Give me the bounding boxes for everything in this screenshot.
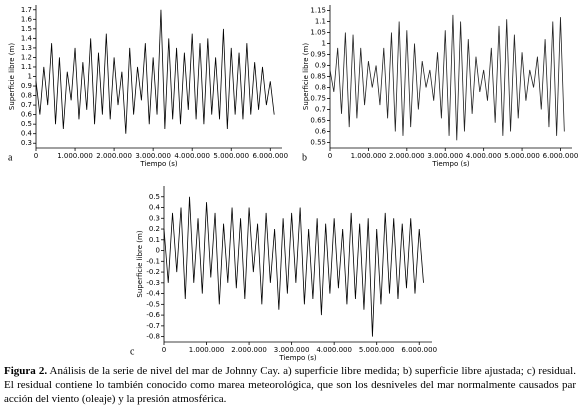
y-tick-label: 1.2 bbox=[21, 53, 32, 61]
x-axis-label: Tiempo (s) bbox=[278, 354, 316, 362]
x-tick-label: 3.000.000 bbox=[427, 152, 463, 160]
x-tick-label: 4.000.000 bbox=[174, 152, 210, 160]
panel-label: c bbox=[130, 346, 135, 357]
y-tick-label: -0.1 bbox=[146, 257, 160, 265]
y-tick-label: 1.3 bbox=[21, 44, 32, 52]
x-tick-label: 4.000.000 bbox=[316, 346, 352, 354]
y-tick-label: 0.85 bbox=[310, 73, 326, 81]
panel-label: a bbox=[8, 152, 13, 163]
y-tick-label: 0.4 bbox=[21, 130, 33, 138]
y-tick-label: 0.5 bbox=[149, 193, 160, 201]
y-tick-label: 0.8 bbox=[315, 84, 326, 92]
y-tick-label: 0.9 bbox=[21, 82, 32, 90]
caption-label: Figura 2. bbox=[4, 365, 48, 377]
y-tick-label: 0.75 bbox=[310, 95, 326, 103]
y-tick-label: 0.7 bbox=[21, 101, 32, 109]
x-tick-label: 2.000.000 bbox=[96, 152, 132, 160]
x-tick-label: 6.000.000 bbox=[543, 152, 579, 160]
x-axis-label: Tiempo (s) bbox=[139, 160, 177, 168]
y-tick-label: -0.6 bbox=[146, 311, 160, 319]
x-tick-label: 5.000.000 bbox=[504, 152, 540, 160]
y-tick-label: 0.9 bbox=[315, 62, 326, 70]
x-tick-label: 3.000.000 bbox=[274, 346, 310, 354]
y-tick-label: 0.6 bbox=[315, 128, 327, 136]
y-axis-label: Superficie libre (m) bbox=[302, 43, 310, 110]
y-tick-label: 0.3 bbox=[149, 214, 160, 222]
y-tick-label: 0.8 bbox=[21, 92, 32, 100]
x-tick-label: 1.000.000 bbox=[57, 152, 93, 160]
y-tick-label: 1.1 bbox=[315, 18, 326, 26]
x-axis-label: Tiempo (s) bbox=[431, 160, 469, 168]
y-axis-label: Superficie libre (m) bbox=[136, 230, 144, 297]
y-tick-label: 0.65 bbox=[310, 117, 326, 125]
y-tick-label: 0.55 bbox=[310, 139, 326, 147]
x-tick-label: 0 bbox=[34, 152, 38, 160]
y-tick-label: 0.2 bbox=[149, 225, 160, 233]
y-tick-label: 0.5 bbox=[21, 120, 32, 128]
y-tick-label: 1.05 bbox=[310, 29, 326, 37]
y-tick-label: 1.4 bbox=[21, 34, 33, 42]
x-tick-label: 1.000.000 bbox=[189, 346, 225, 354]
caption: Figura 2. Análisis de la serie de nivel … bbox=[4, 364, 576, 406]
x-tick-label: 2.000.000 bbox=[389, 152, 425, 160]
x-tick-label: 0 bbox=[162, 346, 166, 354]
x-tick-label: 5.000.000 bbox=[213, 152, 249, 160]
series-line bbox=[35, 9, 275, 134]
figure: 0.30.40.50.60.70.80.911.11.21.31.41.51.6… bbox=[8, 5, 579, 362]
y-tick-label: -0.8 bbox=[146, 333, 160, 341]
y-tick-label: 0.7 bbox=[315, 106, 326, 114]
x-tick-label: 6.000.000 bbox=[252, 152, 288, 160]
y-tick-label: 0.95 bbox=[310, 51, 326, 59]
y-tick-label: -0.4 bbox=[146, 290, 160, 298]
y-tick-label: 1.7 bbox=[21, 6, 32, 14]
y-tick-label: -0.7 bbox=[146, 322, 160, 330]
y-tick-label: 1 bbox=[28, 73, 32, 81]
y-tick-label: -0.5 bbox=[146, 300, 160, 308]
y-tick-label: -0.2 bbox=[146, 268, 160, 276]
y-axis-label: Superficie libre (m) bbox=[8, 43, 16, 110]
series-line bbox=[163, 196, 424, 337]
x-tick-label: 2.000.000 bbox=[231, 346, 267, 354]
x-tick-label: 4.000.000 bbox=[466, 152, 502, 160]
x-tick-label: 0 bbox=[328, 152, 332, 160]
y-tick-label: 1.1 bbox=[21, 63, 32, 71]
x-tick-label: 5.000.000 bbox=[359, 346, 395, 354]
y-tick-label: 0.1 bbox=[149, 236, 160, 244]
x-tick-label: 3.000.000 bbox=[135, 152, 171, 160]
series-line bbox=[329, 14, 565, 141]
caption-text: Análisis de la serie de nivel del mar de… bbox=[4, 365, 576, 405]
y-tick-label: 0.4 bbox=[149, 204, 161, 212]
y-tick-label: 1.5 bbox=[21, 25, 32, 33]
x-tick-label: 1.000.000 bbox=[351, 152, 387, 160]
y-tick-label: 0 bbox=[156, 247, 160, 255]
y-tick-label: 1.15 bbox=[310, 7, 326, 15]
panel-label: b bbox=[302, 152, 307, 163]
y-tick-label: 1.6 bbox=[21, 15, 33, 23]
y-tick-label: 0.6 bbox=[21, 111, 33, 119]
y-tick-label: 1 bbox=[322, 40, 326, 48]
y-tick-label: 0.3 bbox=[21, 139, 32, 147]
y-tick-label: -0.3 bbox=[146, 279, 160, 287]
x-tick-label: 6.000.000 bbox=[401, 346, 437, 354]
